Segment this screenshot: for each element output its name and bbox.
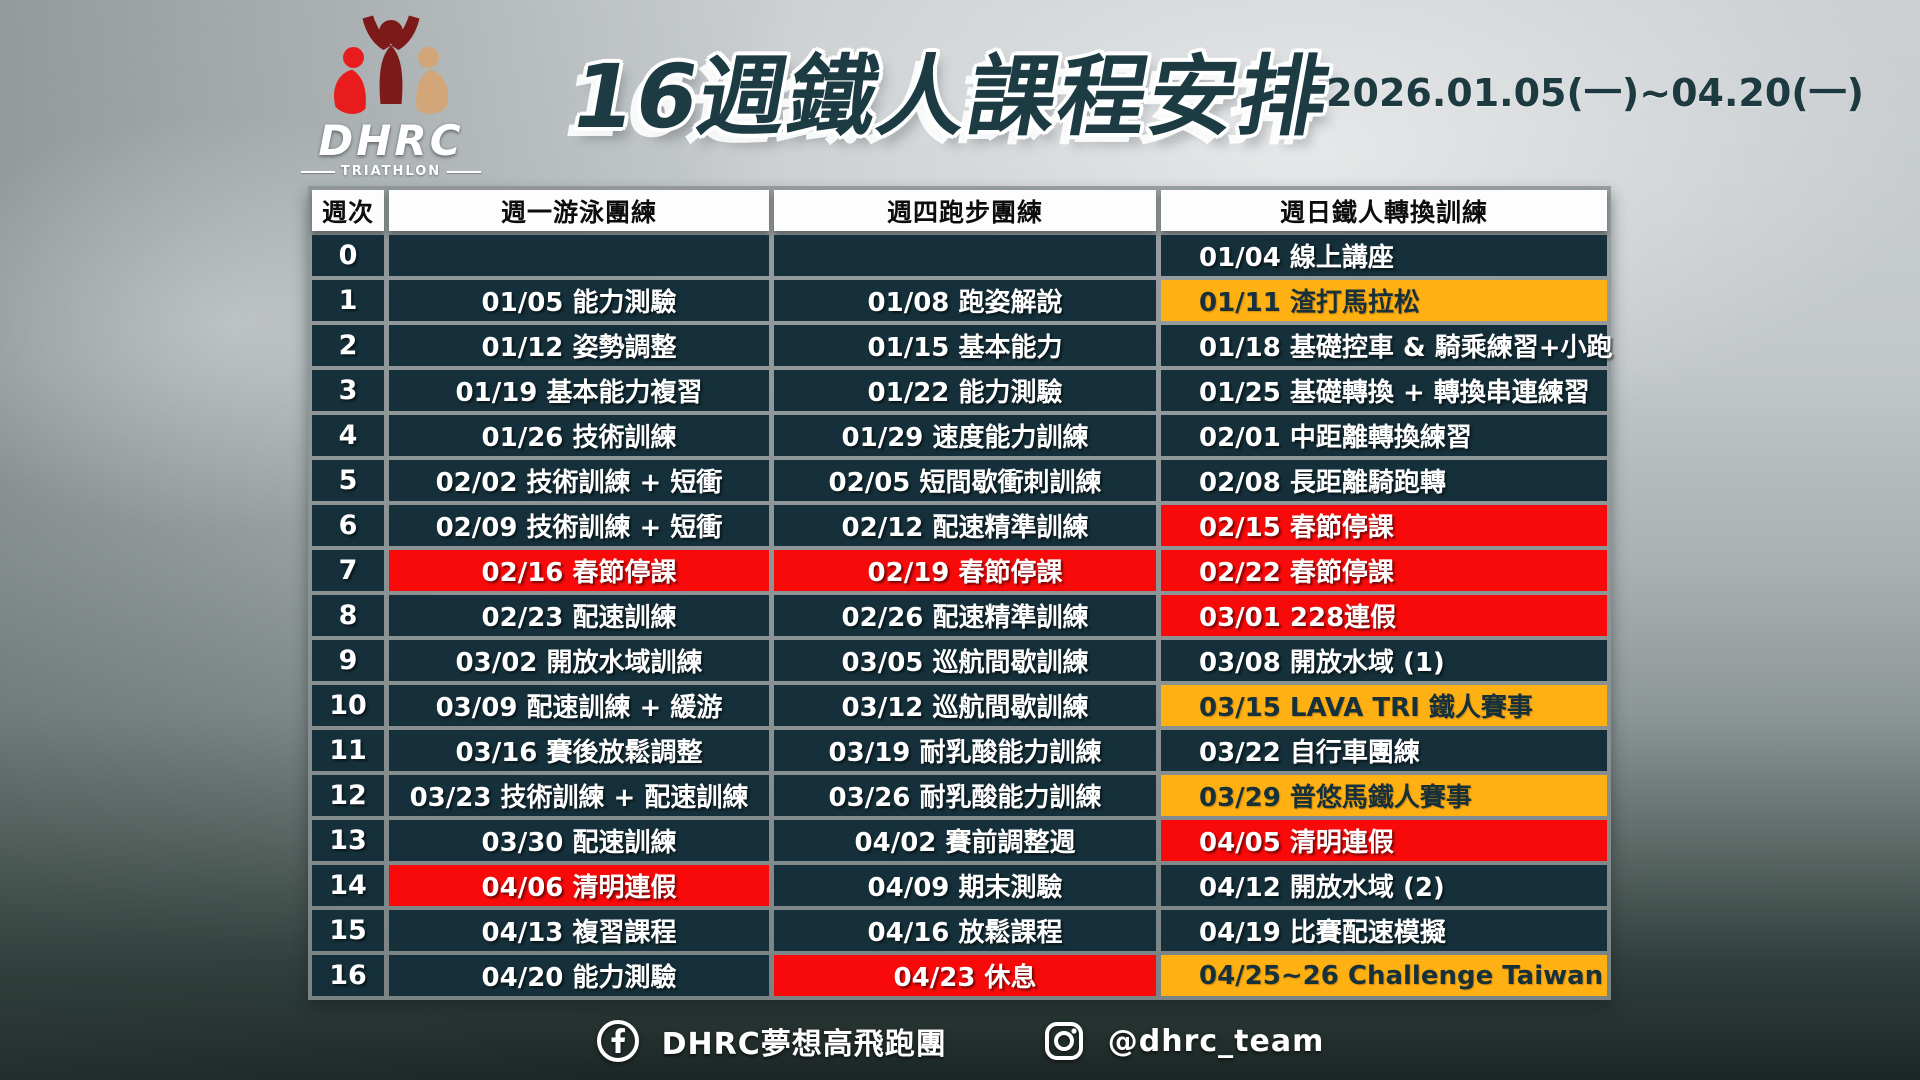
sunday-cell: 02/08 長距離騎跑轉 — [1161, 460, 1607, 501]
monday-cell: 04/13 複習課程 — [389, 910, 769, 951]
thursday-cell: 01/29 速度能力訓練 — [774, 415, 1156, 456]
week-number: 16 — [312, 955, 384, 996]
thursday-cell: 03/19 耐乳酸能力訓練 — [774, 730, 1156, 771]
thursday-cell: 02/19 春節停課 — [774, 550, 1156, 591]
week-number: 5 — [312, 460, 384, 501]
week-number: 11 — [312, 730, 384, 771]
sunday-cell: 04/25~26 Challenge Taiwan — [1161, 955, 1607, 996]
week-number: 4 — [312, 415, 384, 456]
week-number: 0 — [312, 235, 384, 276]
monday-cell: 04/20 能力測驗 — [389, 955, 769, 996]
monday-cell: 01/26 技術訓練 — [389, 415, 769, 456]
thursday-cell: 04/09 期末測驗 — [774, 865, 1156, 906]
sunday-cell: 04/05 清明連假 — [1161, 820, 1607, 861]
dhrc-runners-icon — [296, 14, 486, 122]
week-number: 14 — [312, 865, 384, 906]
monday-cell: 02/02 技術訓練 + 短衝 — [389, 460, 769, 501]
monday-cell: 03/30 配速訓練 — [389, 820, 769, 861]
monday-cell: 01/12 姿勢調整 — [389, 325, 769, 366]
dhrc-logo: DHRC TRIATHLON — [296, 14, 486, 179]
monday-cell: 03/16 賽後放鬆調整 — [389, 730, 769, 771]
column-header-monday-swim: 週一游泳團練 — [389, 190, 769, 231]
page-title: 16週鐵人課程安排 — [563, 45, 1339, 148]
monday-cell — [389, 235, 769, 276]
sunday-cell: 01/25 基礎轉換 + 轉換串連練習 — [1161, 370, 1607, 411]
monday-cell: 02/16 春節停課 — [389, 550, 769, 591]
sunday-cell: 02/15 春節停課 — [1161, 505, 1607, 546]
thursday-cell: 03/26 耐乳酸能力訓練 — [774, 775, 1156, 816]
thursday-cell: 02/12 配速精準訓練 — [774, 505, 1156, 546]
sunday-cell: 04/12 開放水域 (2) — [1161, 865, 1607, 906]
thursday-cell: 04/16 放鬆課程 — [774, 910, 1156, 951]
week-number: 10 — [312, 685, 384, 726]
thursday-cell: 01/15 基本能力 — [774, 325, 1156, 366]
facebook-label: DHRC夢想高飛跑團 — [661, 1027, 947, 1062]
footer: DHRC夢想高飛跑團 @dhrc_team — [0, 1006, 1920, 1076]
sunday-cell: 04/19 比賽配速模擬 — [1161, 910, 1607, 951]
sunday-cell: 01/11 渣打馬拉松 — [1161, 280, 1607, 321]
monday-cell: 02/23 配速訓練 — [389, 595, 769, 636]
monday-cell: 03/02 開放水域訓練 — [389, 640, 769, 681]
week-number: 13 — [312, 820, 384, 861]
thursday-cell: 02/26 配速精準訓練 — [774, 595, 1156, 636]
monday-cell: 01/19 基本能力複習 — [389, 370, 769, 411]
monday-cell: 01/05 能力測驗 — [389, 280, 769, 321]
week-number: 12 — [312, 775, 384, 816]
schedule-table: 週次 週一游泳團練 週四跑步團練 週日鐵人轉換訓練 0 01/04 線上講座 1 01… — [308, 186, 1612, 1000]
monday-cell: 04/06 清明連假 — [389, 865, 769, 906]
sunday-cell: 03/01 228連假 — [1161, 595, 1607, 636]
logo-tagline-text: TRIATHLON — [296, 164, 486, 179]
sunday-cell: 01/04 線上講座 — [1161, 235, 1607, 276]
column-header-thursday-run: 週四跑步團練 — [774, 190, 1156, 231]
thursday-cell: 01/22 能力測驗 — [774, 370, 1156, 411]
facebook-icon — [596, 1019, 640, 1063]
monday-cell: 03/23 技術訓練 + 配速訓練 — [389, 775, 769, 816]
thursday-cell: 04/23 休息 — [774, 955, 1156, 996]
week-number: 3 — [312, 370, 384, 411]
thursday-cell: 02/05 短間歇衝刺訓練 — [774, 460, 1156, 501]
week-number: 2 — [312, 325, 384, 366]
logo-brand-text: DHRC — [318, 116, 464, 165]
week-number: 6 — [312, 505, 384, 546]
week-number: 8 — [312, 595, 384, 636]
sunday-cell: 02/01 中距離轉換練習 — [1161, 415, 1607, 456]
date-range: 2026.01.05(一)~04.20(一) — [1326, 71, 1864, 115]
instagram-label: @dhrc_team — [1107, 1023, 1325, 1059]
week-number: 15 — [312, 910, 384, 951]
sunday-cell: 03/08 開放水域 (1) — [1161, 640, 1607, 681]
sunday-cell: 03/29 普悠馬鐵人賽事 — [1161, 775, 1607, 816]
thursday-cell: 03/12 巡航間歇訓練 — [774, 685, 1156, 726]
sunday-cell: 01/18 基礎控車 & 騎乘練習+小跑 — [1161, 325, 1612, 366]
monday-cell: 02/09 技術訓練 + 短衝 — [389, 505, 769, 546]
thursday-cell: 03/05 巡航間歇訓練 — [774, 640, 1156, 681]
thursday-cell — [774, 235, 1156, 276]
column-header-sunday-transition: 週日鐵人轉換訓練 — [1161, 190, 1607, 231]
sunday-cell: 03/22 自行車團練 — [1161, 730, 1607, 771]
thursday-cell: 04/02 賽前調整週 — [774, 820, 1156, 861]
monday-cell: 03/09 配速訓練 + 緩游 — [389, 685, 769, 726]
sunday-cell: 03/15 LAVA TRI 鐵人賽事 — [1161, 685, 1607, 726]
sunday-cell: 02/22 春節停課 — [1161, 550, 1607, 591]
instagram-social: @dhrc_team — [1042, 1019, 1325, 1063]
week-number: 7 — [312, 550, 384, 591]
thursday-cell: 01/08 跑姿解說 — [774, 280, 1156, 321]
instagram-icon — [1042, 1019, 1086, 1063]
facebook-social: DHRC夢想高飛跑團 — [596, 1019, 947, 1063]
week-number: 9 — [312, 640, 384, 681]
week-number: 1 — [312, 280, 384, 321]
column-header-week: 週次 — [312, 190, 384, 231]
